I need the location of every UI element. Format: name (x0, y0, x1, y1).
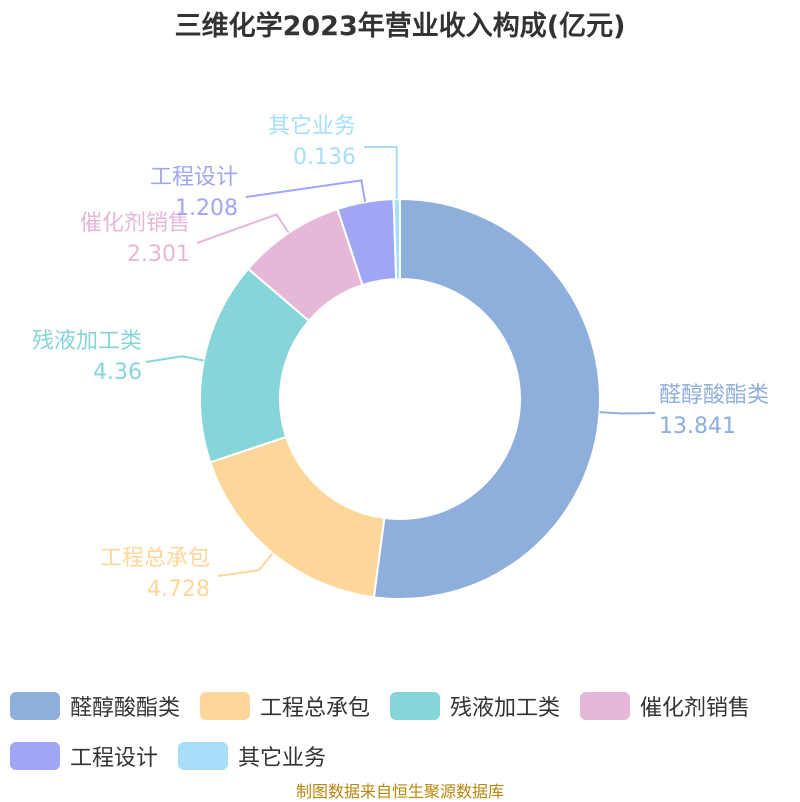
legend-label-0: 醛醇酸酯类 (70, 696, 181, 721)
legend-swatch-5 (178, 742, 229, 770)
slice-label-value-0: 13.841 (659, 414, 736, 439)
chart-title: 三维化学2023年营业收入构成(亿元) (174, 11, 626, 42)
slice-label-value-5: 0.136 (293, 145, 356, 170)
legend-label-2: 残液加工类 (450, 696, 561, 721)
donut-slice-5[interactable] (392, 197, 401, 281)
slice-label-value-3: 2.301 (127, 242, 190, 267)
legend-swatch-1 (200, 692, 251, 720)
slice-label-name-1: 工程总承包 (100, 546, 210, 571)
legend-swatch-2 (390, 692, 441, 720)
slice-label-value-4: 1.208 (175, 196, 238, 221)
legend-swatch-4 (10, 742, 60, 770)
leader-line-2 (145, 355, 204, 363)
slice-label-value-1: 4.728 (147, 577, 210, 602)
leader-line-4 (245, 179, 367, 203)
legend-item-4[interactable]: 工程设计 (10, 738, 158, 774)
legend-label-3: 催化剂销售 (640, 696, 751, 721)
slice-label-name-2: 残液加工类 (32, 329, 142, 354)
legend-label-1: 工程总承包 (260, 696, 371, 721)
legend-label-5: 其它业务 (238, 746, 327, 771)
legend-swatch-0 (10, 692, 60, 720)
source-note: 制图数据来自恒生聚源数据库 (295, 782, 504, 801)
legend: 醛醇酸酯类 工程总承包 残液加工类 催化剂销售工程设计 其它业务 (10, 688, 800, 774)
legend-label-4: 工程设计 (70, 746, 159, 771)
donut-chart: 醛醇酸酯类 13.841 工程总承包 4.728 残液加工类 4.36 催化剂销售 2.301… (32, 114, 769, 602)
leader-line-0 (599, 411, 656, 415)
legend-item-1[interactable]: 工程总承包 (200, 688, 370, 724)
slice-label-name-4: 工程设计 (150, 165, 238, 190)
legend-item-0[interactable]: 醛醇酸酯类 (10, 688, 180, 724)
slice-label-name-3: 催化剂销售 (80, 211, 190, 236)
donut-slice-0[interactable] (372, 197, 601, 600)
legend-item-3[interactable]: 催化剂销售 (580, 688, 750, 724)
legend-swatch-3 (580, 692, 631, 720)
leader-line-5 (364, 146, 398, 200)
slice-label-value-2: 4.36 (93, 360, 142, 385)
leader-line-1 (217, 552, 274, 577)
legend-item-5[interactable]: 其它业务 (178, 738, 326, 774)
slice-label-name-0: 醛醇酸酯类 (659, 383, 769, 408)
slice-label-name-5: 其它业务 (268, 114, 356, 139)
legend-item-2[interactable]: 残液加工类 (390, 688, 560, 724)
leader-line-3 (196, 213, 290, 244)
